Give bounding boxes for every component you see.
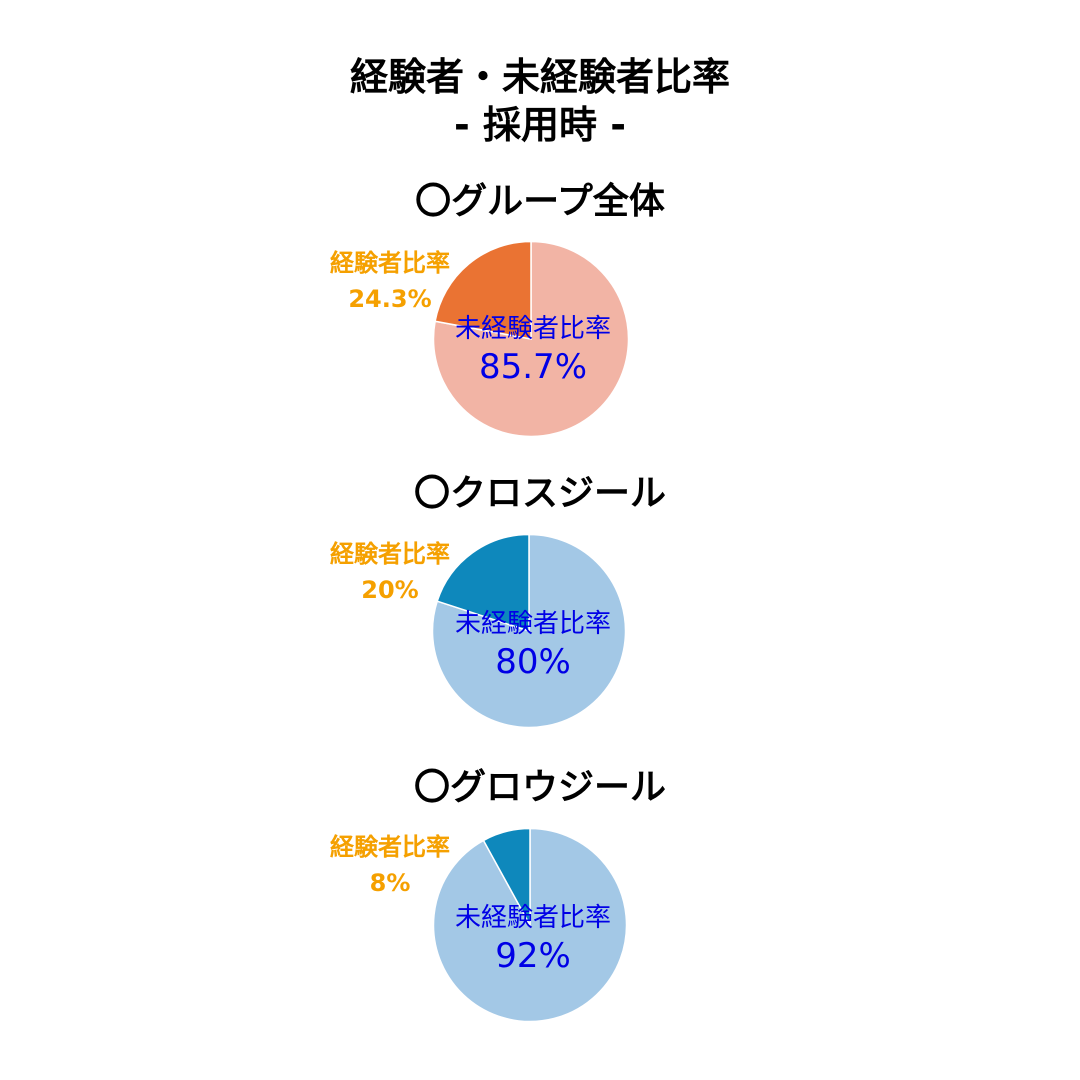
page-title-line2: - 採用時 - bbox=[453, 103, 626, 147]
pie-slice-experienced bbox=[482, 827, 531, 926]
pie-chart bbox=[432, 240, 630, 438]
inexperienced-label-value: 92% bbox=[495, 936, 571, 976]
section-title: 〇グロウジール bbox=[413, 767, 666, 808]
experienced-label: 経験者比率 24.3% bbox=[305, 245, 475, 317]
section-title: 〇クロスジール bbox=[413, 473, 666, 514]
experienced-label-value: 20% bbox=[361, 576, 419, 604]
inexperienced-label-name: 未経験者比率 bbox=[454, 903, 611, 933]
experienced-label: 経験者比率 20% bbox=[305, 536, 475, 608]
inexperienced-label: 未経験者比率 92% bbox=[413, 901, 653, 977]
experienced-label-name: 経験者比率 bbox=[330, 249, 450, 277]
inexperienced-label: 未経験者比率 80% bbox=[413, 607, 653, 683]
pie-chart bbox=[431, 533, 627, 729]
pie-chart bbox=[432, 827, 628, 1023]
experienced-label-name: 経験者比率 bbox=[330, 540, 450, 568]
inexperienced-label-value: 80% bbox=[495, 642, 571, 682]
pie-slice-experienced bbox=[436, 533, 530, 633]
inexperienced-label: 未経験者比率 85.7% bbox=[413, 312, 653, 388]
inexperienced-label-value: 85.7% bbox=[478, 347, 587, 387]
section-title: 〇グループ全体 bbox=[415, 181, 665, 222]
experienced-label: 経験者比率 8% bbox=[305, 829, 475, 901]
experienced-label-value: 8% bbox=[369, 869, 411, 897]
page-title-line1: 経験者・未経験者比率 bbox=[349, 55, 730, 99]
experienced-label-name: 経験者比率 bbox=[330, 833, 450, 861]
pie-slice-experienced bbox=[434, 240, 532, 340]
inexperienced-label-name: 未経験者比率 bbox=[454, 609, 611, 639]
inexperienced-label-name: 未経験者比率 bbox=[454, 314, 611, 344]
experienced-label-value: 24.3% bbox=[348, 285, 432, 313]
